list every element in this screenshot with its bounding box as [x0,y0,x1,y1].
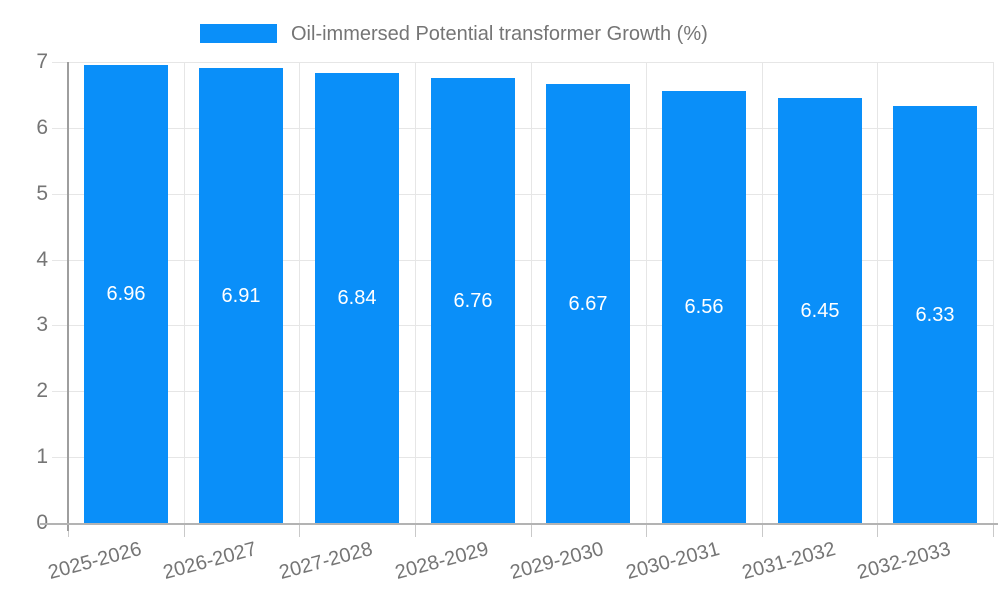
x-gridline [762,62,763,523]
y-axis-tick-label: 2 [36,379,48,402]
x-gridline [531,62,532,523]
y-axis-tick-label: 3 [36,313,48,336]
bar-value-label: 6.56 [684,296,724,318]
x-axis-tick-label: 2029-2030 [507,537,606,584]
bar [778,98,862,523]
y-axis-tick-label: 7 [36,50,48,73]
x-gridline [299,62,300,523]
x-axis-tick [299,523,300,537]
y-axis-tick-label: 5 [36,182,48,205]
y-axis-tick-label: 6 [36,116,48,139]
x-axis-line [40,523,998,525]
x-axis-tick [877,523,878,537]
x-gridline [877,62,878,523]
y-gridline [52,194,993,195]
bar-value-label: 6.91 [221,285,261,307]
x-gridline [184,62,185,523]
bar [662,91,746,523]
x-axis-tick [762,523,763,537]
bar [315,73,399,523]
x-axis-tick-label: 2025-2026 [45,537,144,584]
x-axis-tick [531,523,532,537]
x-axis-tick-label: 2026-2027 [160,537,259,584]
legend-swatch [200,24,277,43]
x-axis-tick-label: 2030-2031 [623,537,722,584]
x-axis-tick [993,523,994,537]
bar [893,106,977,523]
x-axis-tick-label: 2031-2032 [739,537,838,584]
x-gridline [993,62,994,523]
y-axis-tick-label: 1 [36,445,48,468]
bar-value-label: 6.33 [915,304,955,326]
bar [546,84,630,523]
y-gridline [52,62,993,63]
bar-value-label: 6.76 [453,290,493,312]
y-axis-tick-label: 4 [36,248,48,271]
bar [199,68,283,523]
x-gridline [646,62,647,523]
bar-value-label: 6.45 [800,300,840,322]
x-axis-tick-label: 2027-2028 [276,537,375,584]
y-gridline [52,128,993,129]
x-axis-tick [415,523,416,537]
y-axis-line [67,62,69,531]
legend-label: Oil-immersed Potential transformer Growt… [291,23,708,45]
bar [431,78,515,523]
x-axis-tick-label: 2028-2029 [392,537,491,584]
bar [84,65,168,523]
bar-value-label: 6.96 [106,283,146,305]
bar-value-label: 6.84 [337,287,377,309]
x-axis-tick [646,523,647,537]
y-gridline [52,457,993,458]
y-axis-tick-label: 0 [8,510,48,536]
y-gridline [52,325,993,326]
y-gridline [52,260,993,261]
y-gridline [52,391,993,392]
x-axis-tick-label: 2032-2033 [854,537,953,584]
x-gridline [415,62,416,523]
bar-value-label: 6.67 [568,293,608,315]
x-axis-tick [184,523,185,537]
